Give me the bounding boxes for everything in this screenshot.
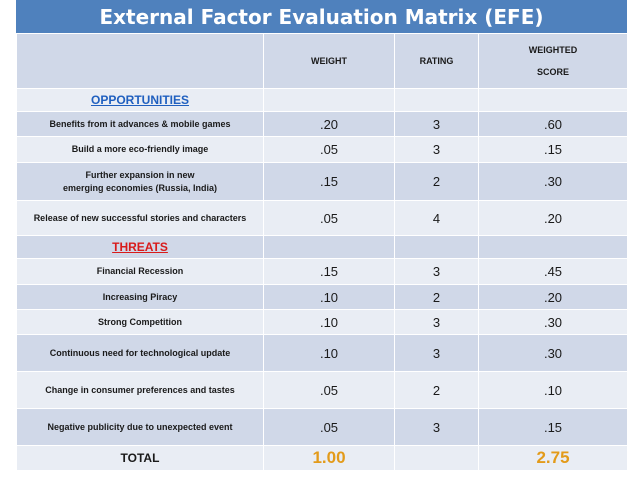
factor-text: Benefits from it advances & mobile games — [49, 118, 231, 129]
score-cell: .60 — [478, 111, 628, 137]
header-weight: WEIGHT — [263, 33, 395, 89]
rating-cell: 3 — [394, 258, 479, 285]
total-label: TOTAL — [16, 445, 264, 471]
threats-section-row: THREATS — [16, 235, 628, 259]
factor-text: Build a more eco-friendly image — [71, 144, 209, 155]
score-cell: .20 — [478, 200, 628, 236]
factor-row: Strong Competition .10 3.30 — [16, 309, 628, 335]
factor-text: Financial Recession — [96, 266, 184, 277]
score-cell: .15 — [478, 136, 628, 163]
factor-text: Release of new successful stories and ch… — [33, 212, 247, 223]
rating-cell: 3 — [394, 408, 479, 446]
factor-cell: Further expansion in new emerging economi… — [16, 162, 264, 201]
factor-cell: Financial Recession — [16, 258, 264, 285]
factor-row: Benefits from it advances & mobile games… — [16, 111, 628, 137]
empty-cell — [394, 235, 479, 259]
factor-row: Build a more eco-friendly image .05 3.15 — [16, 136, 628, 163]
rating-cell: 3 — [394, 334, 479, 372]
rating-cell: 2 — [394, 162, 479, 201]
header-rating: RATING — [394, 33, 479, 89]
weight-cell: .10 — [263, 334, 395, 372]
weight-cell: .05 — [263, 136, 395, 163]
factor-cell: Change in consumer preferences and taste… — [16, 371, 264, 409]
factor-cell: Continuous need for technological update — [16, 334, 264, 372]
score-cell: .15 — [478, 408, 628, 446]
factor-cell: Benefits from it advances & mobile games — [16, 111, 264, 137]
empty-cell — [263, 235, 395, 259]
weight-cell: .20 — [263, 111, 395, 137]
factor-cell: Release of new successful stories and ch… — [16, 200, 264, 236]
slide-title: External Factor Evaluation Matrix (EFE) — [16, 0, 627, 33]
weight-cell: .05 — [263, 200, 395, 236]
opportunities-section-label: OPPORTUNITIES — [16, 88, 264, 112]
factor-cell: Build a more eco-friendly image — [16, 136, 264, 163]
rating-cell: 2 — [394, 371, 479, 409]
empty-cell — [263, 88, 395, 112]
weight-cell: .10 — [263, 309, 395, 335]
total-score: 2.75 — [478, 445, 628, 471]
header-score-line2: SCORE — [536, 67, 569, 77]
weight-cell: .15 — [263, 258, 395, 285]
factor-row: Negative publicity due to unexpected eve… — [16, 408, 628, 446]
factor-text: Increasing Piracy — [102, 291, 178, 302]
opportunities-section-row: OPPORTUNITIES — [16, 88, 628, 112]
rating-cell: 3 — [394, 111, 479, 137]
factor-text: Negative publicity due to unexpected eve… — [47, 421, 233, 432]
score-cell: .30 — [478, 162, 628, 201]
factor-text: Change in consumer preferences and taste… — [45, 384, 235, 395]
score-cell: .30 — [478, 334, 628, 372]
header-weighted-score: WEIGHTED SCORE — [478, 33, 628, 89]
header-score-line1: WEIGHTED — [528, 45, 578, 55]
weight-cell: .05 — [263, 371, 395, 409]
header-factor-cell — [16, 33, 264, 89]
factor-text: emerging economies (Russia, India) — [62, 182, 218, 193]
empty-cell — [478, 235, 628, 259]
total-rating-empty — [394, 445, 479, 471]
rating-cell: 2 — [394, 284, 479, 310]
factor-row: Further expansion in new emerging economi… — [16, 162, 628, 201]
weight-cell: .05 — [263, 408, 395, 446]
factor-text: Strong Competition — [98, 316, 182, 327]
factor-row: Increasing Piracy .10 2.20 — [16, 284, 628, 310]
factor-cell: Increasing Piracy — [16, 284, 264, 310]
factor-row: Release of new successful stories and ch… — [16, 200, 628, 236]
total-row: TOTAL 1.00 2.75 — [16, 445, 628, 471]
rating-cell: 3 — [394, 309, 479, 335]
weight-cell: .10 — [263, 284, 395, 310]
weight-cell: .15 — [263, 162, 395, 201]
score-cell: .20 — [478, 284, 628, 310]
rating-cell: 3 — [394, 136, 479, 163]
threats-section-label: THREATS — [16, 235, 264, 259]
empty-cell — [394, 88, 479, 112]
header-row: WEIGHT RATING WEIGHTED SCORE — [16, 33, 628, 89]
empty-cell — [478, 88, 628, 112]
efe-table: WEIGHT RATING WEIGHTED SCORE OPPORTUNITI… — [16, 33, 628, 471]
score-cell: .30 — [478, 309, 628, 335]
factor-cell: Strong Competition — [16, 309, 264, 335]
rating-cell: 4 — [394, 200, 479, 236]
factor-text: Further expansion in new — [85, 170, 195, 181]
factor-cell: Negative publicity due to unexpected eve… — [16, 408, 264, 446]
factor-text: Continuous need for technological update — [49, 347, 231, 358]
score-cell: .45 — [478, 258, 628, 285]
factor-row: Financial Recession .15 3.45 — [16, 258, 628, 285]
score-cell: .10 — [478, 371, 628, 409]
factor-row: Change in consumer preferences and taste… — [16, 371, 628, 409]
factor-row: Continuous need for technological update… — [16, 334, 628, 372]
total-weight: 1.00 — [263, 445, 395, 471]
